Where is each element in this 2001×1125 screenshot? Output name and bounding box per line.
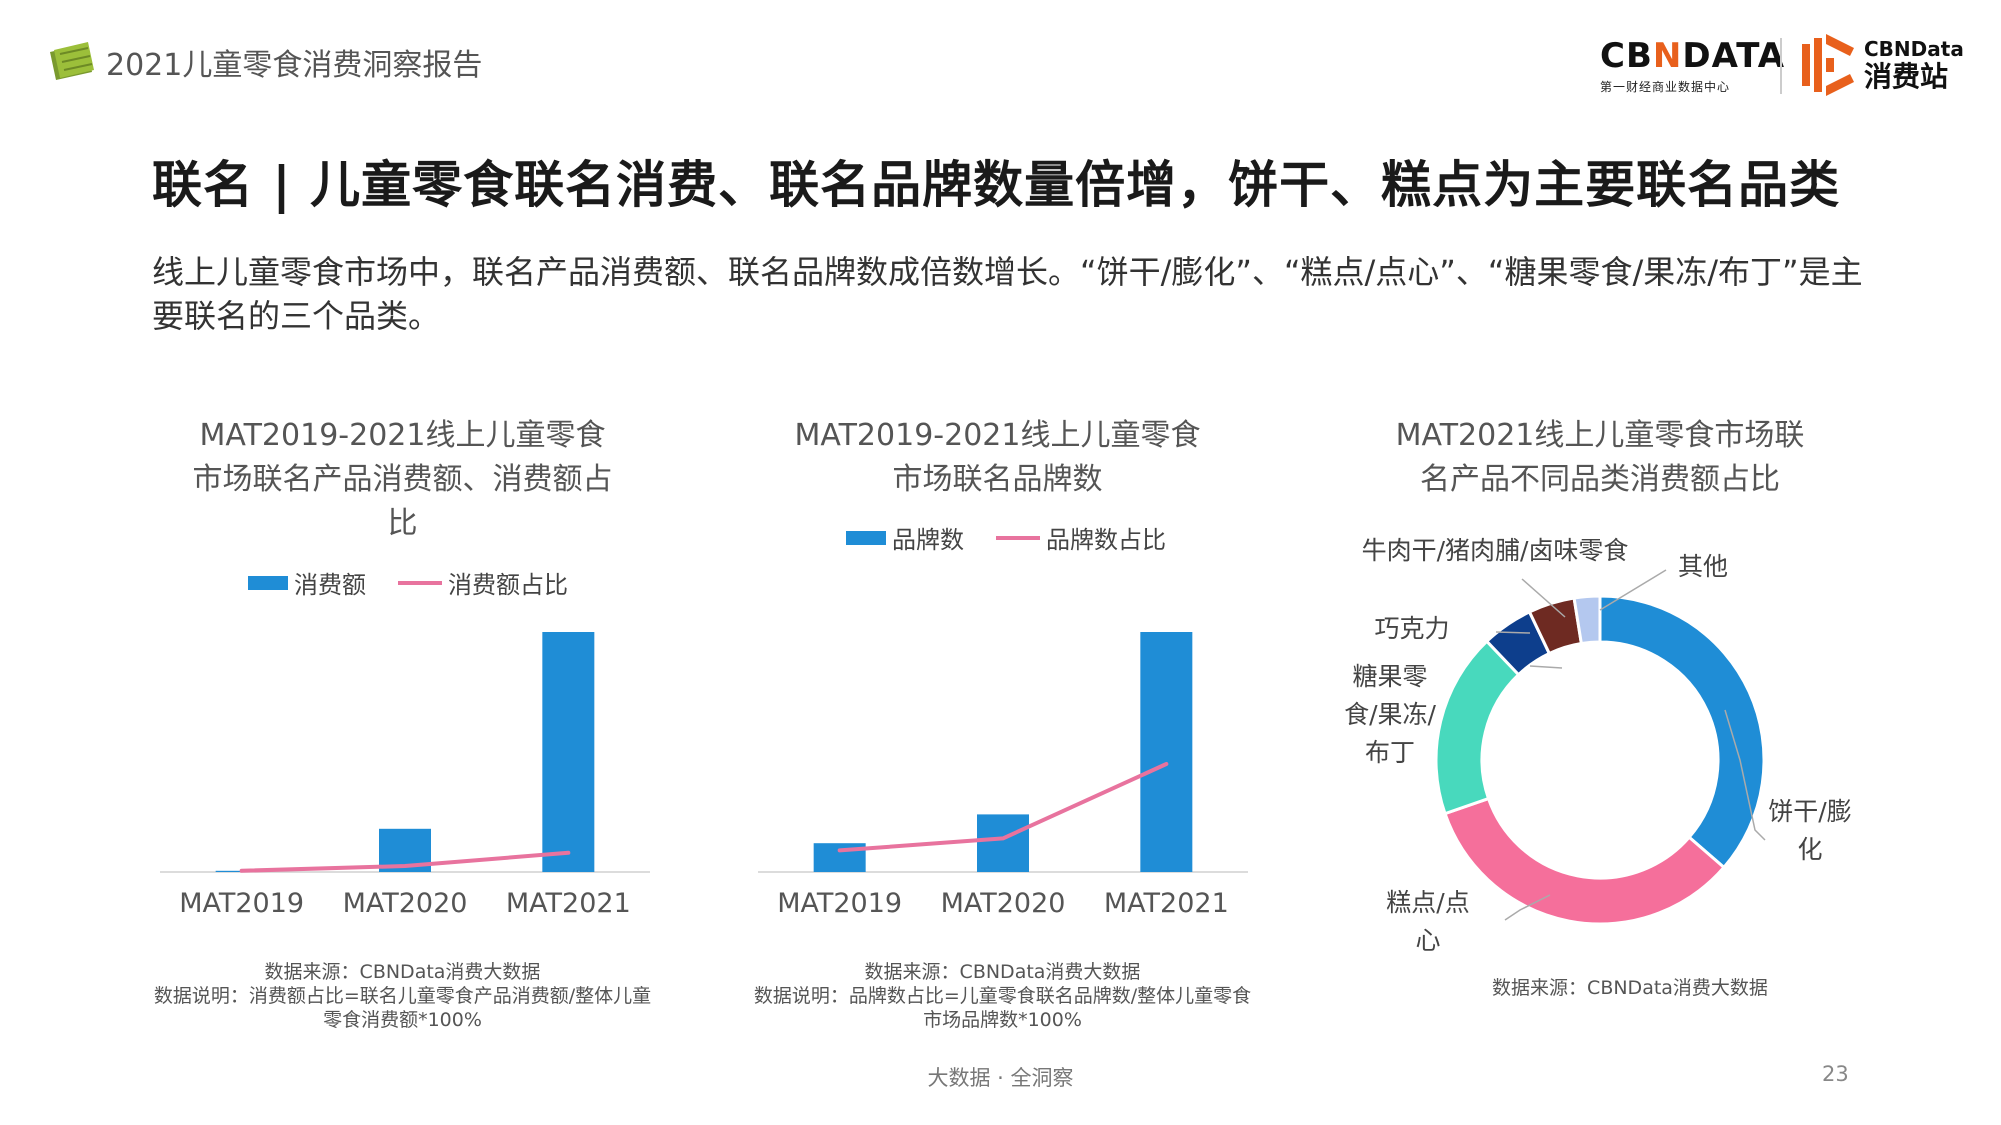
chart1-tick-label: MAT2021 — [506, 888, 631, 919]
legend-bar-swatch — [248, 575, 288, 590]
logo-tagline: 第一财经商业数据中心 — [1600, 80, 1731, 94]
cbndata-logo: CBNDATA 第一财经商业数据中心 — [1600, 36, 1786, 94]
donut-slice-cake — [1443, 796, 1727, 926]
chart1-line-series — [239, 850, 571, 873]
legend-item-spend-share: 消费额占比 — [448, 571, 568, 599]
donut-slice-other — [1572, 594, 1602, 646]
chart2-tick-label: MAT2019 — [777, 888, 902, 919]
chart2-line-series — [837, 762, 1169, 853]
pie-label-other: 其他 — [1677, 552, 1728, 581]
chart2-tick-label: MAT2021 — [1104, 888, 1229, 919]
chart3-notes: 数据来源：CBNData消费大数据 — [1492, 977, 1768, 999]
chart1-bar-MAT2021 — [542, 632, 595, 872]
chart1-tick-label: MAT2019 — [179, 888, 304, 919]
chart2-bar-MAT2021 — [1140, 632, 1193, 872]
chart2-bar-MAT2020 — [977, 814, 1029, 872]
pie-label-cake: 糕点/点心 — [1386, 888, 1470, 955]
chart1-legend: 消费额 消费额占比 — [248, 565, 568, 600]
pie-label-chocolate: 巧克力 — [1374, 614, 1450, 643]
chart1-plot: MAT2019 MAT2020 MAT2021 — [160, 632, 650, 919]
logo-divider — [1780, 38, 1782, 94]
legend-item-brands: 品牌数 — [892, 526, 964, 554]
pie-label-candy: 糖果零 食/果冻/布丁 — [1344, 662, 1436, 767]
chart2-plot: MAT2019 MAT2020 MAT2021 — [758, 632, 1248, 919]
chart2-title: MAT2019-2021线上儿童零食 市场联名品牌数 — [794, 418, 1201, 497]
chart3-donut — [1434, 594, 1766, 926]
donut-slice-biscuit — [1598, 594, 1766, 870]
legend-item-brand-share: 品牌数占比 — [1046, 526, 1166, 554]
consumer-station-logo: CBNData 消费站 — [1864, 37, 1964, 93]
chart2-tick-label: MAT2020 — [941, 888, 1066, 919]
pie-label-jerky: 牛肉干/猪肉脯/卤味零食 — [1361, 536, 1629, 565]
consumer-station-logo-icon — [1802, 34, 1854, 96]
legend-line-swatch — [398, 580, 442, 585]
pie-label-biscuit: 饼干/膨化 — [1768, 797, 1852, 864]
page-title: 联名 | 儿童零食联名消费、联名品牌数量倍增，饼干、糕点为主要联名品类 — [152, 156, 1841, 214]
report-book-icon — [50, 42, 94, 80]
legend-item-spend: 消费额 — [294, 571, 366, 599]
chart1-notes: 数据来源：CBNData消费大数据 数据说明：消费额占比=联名儿童零食产品消费额… — [153, 961, 652, 1031]
legend-line-swatch — [996, 535, 1040, 540]
legend-bar-swatch — [846, 530, 886, 545]
chart1-tick-label: MAT2020 — [343, 888, 468, 919]
chart2-legend: 品牌数 品牌数占比 — [846, 520, 1166, 555]
page-number: 23 — [1822, 1062, 1849, 1086]
chart1-title: MAT2019-2021线上儿童零食 市场联名产品消费额、消费额占 比 — [192, 418, 613, 541]
report-title: 2021儿童零食消费洞察报告 — [106, 48, 483, 83]
page-subtitle: 线上儿童零食市场中，联名产品消费额、联名品牌数成倍数增长。“饼干/膨化”、“糕点… — [152, 253, 1863, 335]
chart3-title: MAT2021线上儿童零食市场联 名产品不同品类消费额占比 — [1395, 418, 1805, 497]
chart2-notes: 数据来源：CBNData消费大数据 数据说明：品牌数占比=儿童零食联名品牌数/整… — [753, 961, 1252, 1031]
footer-slogan: 大数据 · 全洞察 — [927, 1066, 1074, 1090]
